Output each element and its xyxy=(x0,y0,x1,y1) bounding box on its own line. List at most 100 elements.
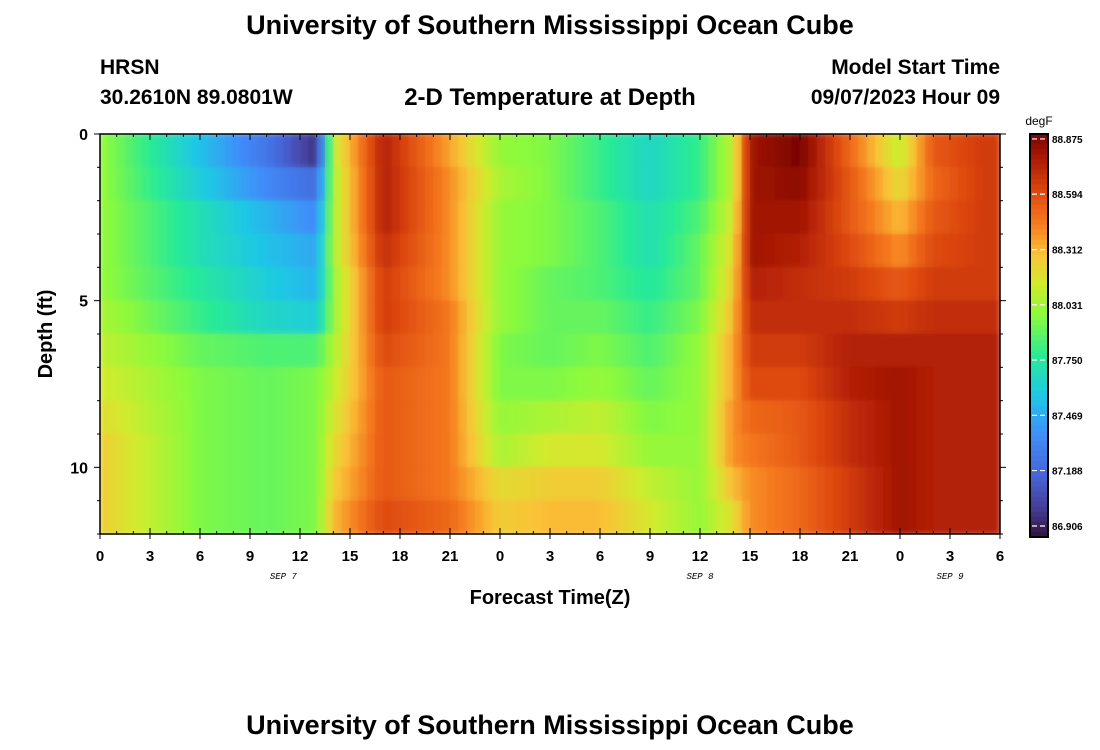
heatmap-block xyxy=(775,167,784,202)
heatmap-block xyxy=(266,300,276,335)
heatmap-block xyxy=(500,200,509,235)
heatmap-cell xyxy=(149,433,159,469)
heatmap-cell xyxy=(624,299,634,335)
heatmap-cell xyxy=(499,499,509,534)
heatmap-block xyxy=(633,134,643,168)
heatmap-block xyxy=(900,134,909,168)
heatmap-block xyxy=(766,167,776,202)
heatmap-block xyxy=(533,367,543,402)
heatmap-block xyxy=(116,300,126,335)
heatmap-block xyxy=(766,467,776,502)
heatmap-cell xyxy=(358,499,368,534)
heatmap-block xyxy=(141,500,151,534)
heatmap-cell xyxy=(983,266,993,302)
heatmap-cell xyxy=(633,199,643,235)
heatmap-cell xyxy=(258,266,268,302)
heatmap-cell xyxy=(224,333,234,369)
heatmap-block xyxy=(408,367,418,402)
heatmap-cell xyxy=(649,433,659,469)
heatmap-cell xyxy=(799,199,809,235)
heatmap-block xyxy=(183,234,193,268)
heatmap-cell xyxy=(816,233,826,269)
heatmap-block xyxy=(858,234,868,268)
heatmap-block xyxy=(991,467,1000,502)
heatmap-cell xyxy=(749,399,759,435)
heatmap-cell xyxy=(299,233,309,269)
heatmap-block xyxy=(675,234,684,268)
heatmap-block xyxy=(633,434,643,468)
heatmap-block xyxy=(516,134,526,168)
heatmap-block xyxy=(500,334,509,368)
heatmap-cell xyxy=(974,399,984,435)
heatmap-block xyxy=(741,334,751,368)
heatmap-cell xyxy=(191,366,201,402)
heatmap-cell xyxy=(366,399,376,435)
heatmap-cell xyxy=(974,166,984,202)
heatmap-block xyxy=(891,200,901,235)
heatmap-cell xyxy=(766,199,776,235)
heatmap-block xyxy=(200,167,209,202)
heatmap-cell xyxy=(199,466,209,502)
heatmap-cell xyxy=(124,333,134,369)
heatmap-block xyxy=(550,167,559,202)
heatmap-cell xyxy=(324,499,334,534)
colorbar-step xyxy=(1030,280,1048,286)
heatmap-block xyxy=(366,334,376,368)
heatmap-cell xyxy=(866,433,876,469)
heatmap-cell xyxy=(324,266,334,302)
heatmap-cell xyxy=(166,134,176,169)
heatmap-cell xyxy=(374,433,384,469)
colorbar-step xyxy=(1030,491,1048,498)
heatmap-block xyxy=(983,334,993,368)
heatmap-block xyxy=(841,434,851,468)
heatmap-block xyxy=(925,267,934,302)
heatmap-block xyxy=(791,500,801,534)
heatmap-block xyxy=(800,334,809,368)
heatmap-block xyxy=(666,134,676,168)
heatmap-block xyxy=(433,234,443,268)
heatmap-block xyxy=(108,200,118,235)
heatmap-cell xyxy=(824,166,834,202)
heatmap-block xyxy=(825,500,834,534)
heatmap-block xyxy=(366,500,376,534)
heatmap-block xyxy=(500,134,509,168)
heatmap-cell xyxy=(949,466,959,502)
heatmap-cell xyxy=(191,266,201,302)
heatmap-cell xyxy=(899,199,909,235)
heatmap-block xyxy=(841,167,851,202)
heatmap-cell xyxy=(333,134,343,169)
heatmap-cell xyxy=(141,233,151,269)
heatmap-cell xyxy=(458,166,468,202)
heatmap-cell xyxy=(791,134,801,169)
heatmap-cell xyxy=(666,233,676,269)
heatmap-cell xyxy=(724,266,734,302)
heatmap-cell xyxy=(458,333,468,369)
heatmap-block xyxy=(908,500,918,534)
heatmap-block xyxy=(541,500,551,534)
heatmap-cell xyxy=(283,499,293,534)
heatmap-block xyxy=(175,400,184,435)
heatmap-block xyxy=(650,434,659,468)
heatmap-cell xyxy=(824,466,834,502)
colorbar-step xyxy=(1030,526,1048,533)
heatmap-block xyxy=(975,234,984,268)
heatmap-block xyxy=(716,400,726,435)
heatmap-cell xyxy=(433,199,443,235)
heatmap-block xyxy=(800,200,809,235)
heatmap-block xyxy=(958,367,968,402)
heatmap-cell xyxy=(458,199,468,235)
colorbar-step xyxy=(1030,390,1048,397)
heatmap-cell xyxy=(466,499,476,534)
heatmap-block xyxy=(158,334,168,368)
heatmap-cell xyxy=(708,433,718,469)
heatmap-block xyxy=(966,467,976,502)
heatmap-block xyxy=(441,400,451,435)
heatmap-block xyxy=(733,434,743,468)
heatmap-cell xyxy=(774,199,784,235)
y-tick-label: 5 xyxy=(79,294,88,311)
heatmap-block xyxy=(866,300,876,335)
heatmap-cell xyxy=(966,366,976,402)
heatmap-block xyxy=(708,200,718,235)
heatmap-block xyxy=(241,367,251,402)
heatmap-block xyxy=(866,400,876,435)
